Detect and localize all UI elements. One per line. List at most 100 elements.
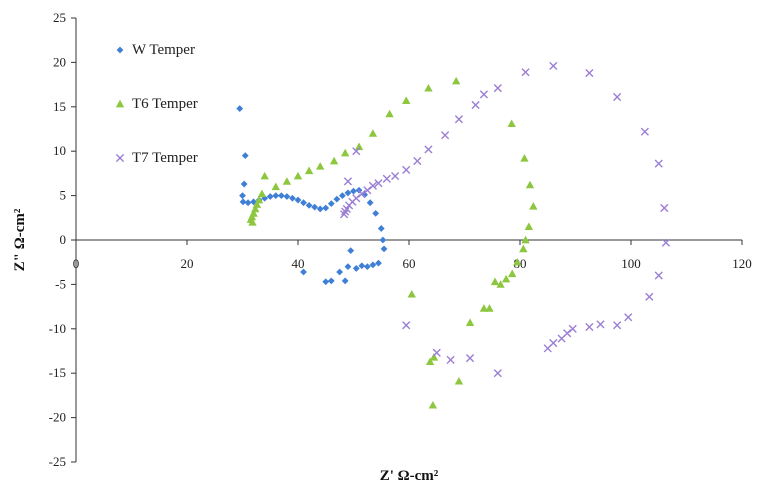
data-point	[333, 195, 341, 203]
data-point	[277, 192, 285, 199]
legend: W Temper T6 Temper T7 Temper	[115, 42, 198, 166]
legend-label: W Temper	[132, 42, 195, 58]
data-point	[465, 354, 475, 363]
data-point	[316, 205, 324, 213]
series-t6-temper	[246, 76, 538, 409]
data-point	[654, 271, 663, 280]
data-point	[645, 292, 654, 301]
data-point	[305, 201, 313, 209]
axes: -25-20-15-10-50510152025020406080100120	[49, 10, 752, 469]
data-point	[329, 156, 339, 165]
y-axis-title: Z" Ω-cm²	[12, 208, 28, 271]
data-point	[454, 115, 464, 124]
legend-marker	[116, 46, 124, 54]
data-point	[327, 277, 335, 285]
data-point	[446, 355, 455, 364]
series-w-temper	[236, 105, 388, 286]
data-point	[239, 198, 247, 206]
data-point	[244, 199, 252, 207]
data-point	[366, 199, 374, 207]
data-point	[557, 334, 566, 343]
x-tick-label: 20	[181, 256, 194, 271]
data-point	[377, 225, 385, 232]
data-point	[257, 189, 267, 198]
data-point	[344, 263, 352, 271]
data-point	[375, 259, 382, 267]
data-point	[465, 318, 475, 326]
data-point	[344, 189, 352, 197]
data-point	[493, 369, 502, 378]
data-point	[661, 238, 671, 247]
data-point	[266, 193, 274, 200]
data-point	[369, 261, 377, 269]
data-point	[248, 218, 257, 226]
data-point	[385, 109, 394, 118]
data-point	[501, 274, 511, 283]
data-point	[428, 400, 438, 409]
x-tick-label: 120	[732, 256, 752, 271]
y-tick-label: 20	[53, 54, 66, 69]
data-point	[424, 83, 433, 92]
x-tick-label: 60	[403, 256, 416, 271]
y-tick-label: 10	[53, 143, 66, 158]
x-tick-label: 100	[621, 256, 641, 271]
y-tick-label: 15	[53, 99, 66, 114]
data-point	[613, 321, 622, 330]
y-tick-label: 25	[53, 10, 66, 25]
data-point	[519, 244, 528, 253]
data-point	[239, 192, 246, 199]
data-point	[374, 179, 383, 188]
data-point	[271, 182, 280, 191]
x-tick-label: 0	[73, 256, 80, 271]
data-point	[322, 204, 330, 212]
y-tick-label: -20	[49, 410, 66, 425]
data-point	[352, 147, 361, 156]
data-point	[429, 353, 439, 361]
data-point	[300, 199, 307, 207]
data-point	[479, 304, 489, 312]
data-point	[596, 320, 605, 329]
x-axis-title: Z' Ω-cm²	[380, 468, 439, 484]
data-point	[402, 321, 411, 330]
legend-marker	[115, 99, 125, 108]
data-point	[424, 145, 433, 154]
data-point	[380, 245, 388, 253]
data-point	[525, 180, 535, 189]
data-point	[339, 210, 349, 219]
data-point	[363, 186, 372, 195]
data-point	[363, 263, 371, 271]
data-point	[350, 187, 357, 195]
y-tick-label: -10	[49, 321, 66, 336]
data-point	[304, 166, 314, 175]
y-tick-label: -5	[55, 276, 66, 291]
data-point	[479, 90, 489, 99]
data-point	[549, 61, 558, 71]
data-point	[529, 202, 538, 210]
y-tick-label: -25	[49, 454, 66, 469]
data-point	[585, 322, 594, 332]
data-point	[454, 376, 464, 385]
data-point	[440, 131, 450, 140]
data-point	[282, 177, 292, 185]
data-point	[524, 222, 534, 231]
data-point	[240, 180, 248, 188]
data-point	[543, 344, 552, 353]
data-point	[490, 277, 500, 286]
data-point	[294, 196, 302, 204]
data-point	[343, 177, 353, 186]
data-point	[585, 68, 594, 78]
data-point	[336, 268, 344, 276]
data-point	[311, 203, 319, 211]
data-point	[660, 203, 669, 213]
data-point	[391, 171, 400, 181]
data-point	[236, 105, 244, 112]
data-point	[432, 348, 441, 357]
data-point	[413, 156, 422, 166]
data-point	[521, 235, 530, 244]
data-point	[493, 84, 502, 93]
legend-label: T7 Temper	[132, 150, 198, 166]
data-point	[368, 181, 378, 190]
data-point	[508, 269, 517, 278]
data-point	[471, 100, 480, 110]
